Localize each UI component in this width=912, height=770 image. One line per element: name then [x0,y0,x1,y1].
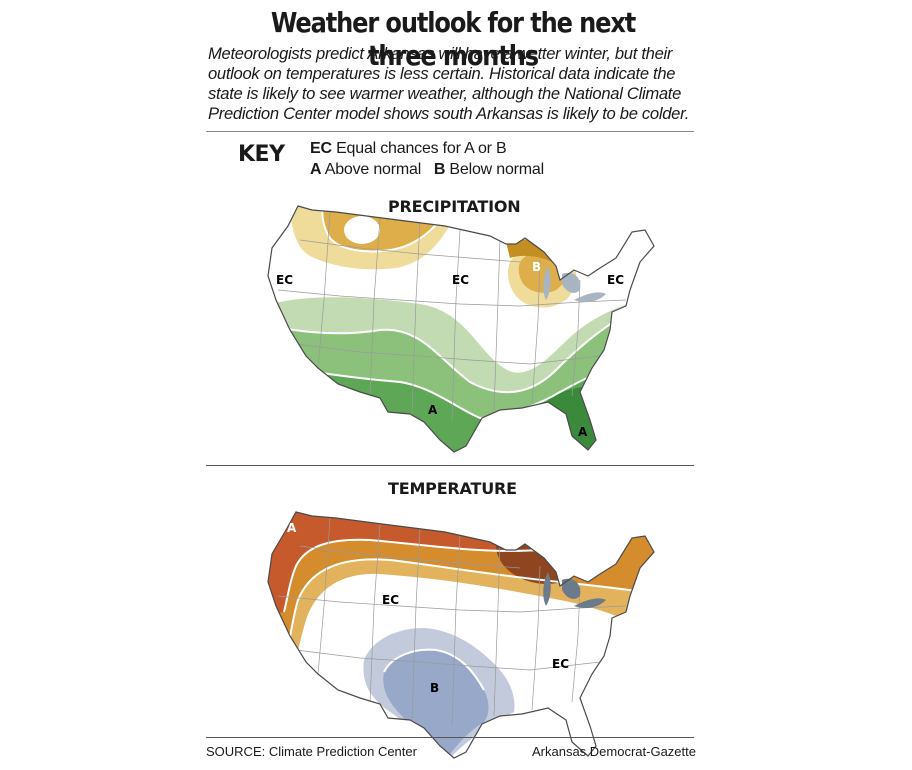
key-ab-row: A Above normal B Below normal [310,161,544,179]
precipitation-map-title: PRECIPITATION [388,197,521,216]
key-ec-row: EC Equal chances for A or B [310,140,507,158]
precip-band-edge-lines [268,206,621,420]
precip-label-ec-west: EC [276,273,293,287]
bottom-divider [206,737,694,738]
precip-below-white-core [344,216,380,244]
temp-lake-michigan [543,572,551,606]
intro-text: Meteorologists predict Arkansas will hav… [208,44,690,123]
key-b-text: Below normal [449,161,544,178]
temp-label-b-south: B [430,681,439,695]
key-ec-text: Equal chances for A or B [336,140,507,157]
temp-label-a-west: A [287,521,297,535]
temp-state-borders [277,517,627,727]
source-credit: SOURCE: Climate Prediction Center [206,744,417,759]
precip-label-a-texas: A [428,403,438,417]
top-divider [206,131,694,132]
key-b-code: B [433,161,446,178]
temp-label-ec-central: EC [382,593,399,607]
precip-label-ec-central: EC [452,273,469,287]
key-a-code: A [310,161,322,178]
temp-below-medium-south [383,649,489,754]
key-ec-code: EC [310,140,332,157]
page-title: Weather outlook for the next three month… [270,6,636,72]
temp-lake-erie [574,598,606,608]
temp-us-outline [267,511,655,759]
precip-label-a-florida: A [578,425,588,439]
precip-lake-erie [574,292,606,302]
precip-state-borders [277,211,627,421]
precip-us-outline [267,205,655,453]
temp-label-ec-southeast: EC [552,657,569,671]
precip-lake-huron [562,272,581,293]
key-label: KEY [238,142,285,167]
precip-label-b-great-lakes: B [532,260,541,274]
precip-label-ec-east: EC [607,273,624,287]
temp-lake-huron [562,578,581,599]
key-a-text: Above normal [324,161,422,178]
temperature-map-title: TEMPERATURE [388,479,517,498]
publisher-credit: Arkansas Democrat-Gazette [531,744,696,759]
middle-divider [206,465,694,466]
precip-label-b-northwest: B [357,224,366,238]
precip-lake-michigan [543,266,551,300]
